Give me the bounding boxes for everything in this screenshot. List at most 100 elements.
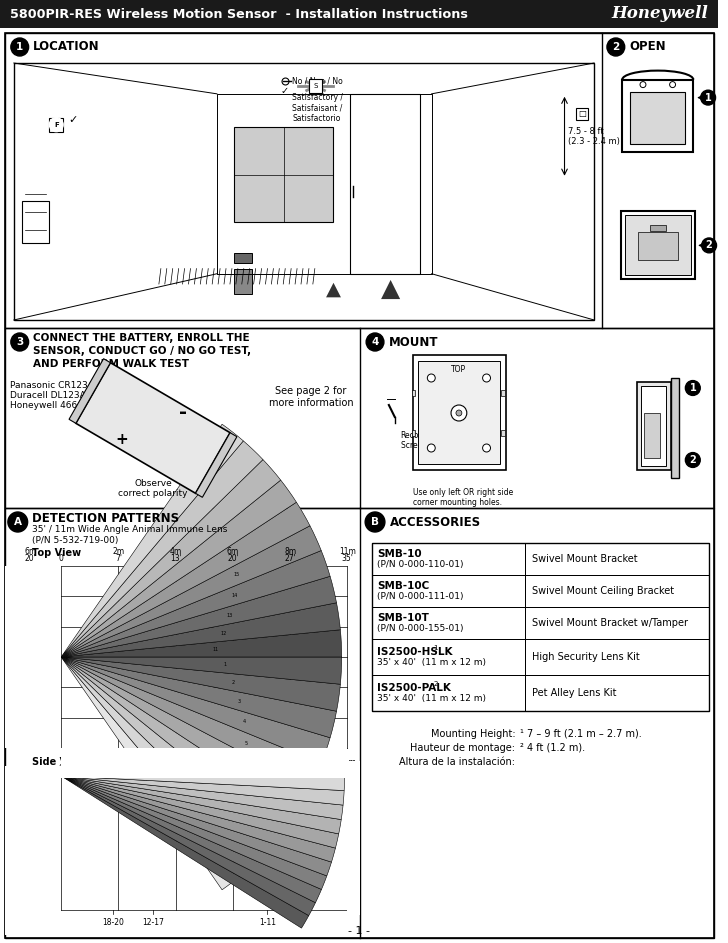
Text: 18-20: 18-20 <box>102 918 124 927</box>
Text: 13': 13' <box>170 554 181 563</box>
Wedge shape <box>61 503 310 657</box>
Text: 5800PIR-RES Wireless Motion Sensor  - Installation Instructions: 5800PIR-RES Wireless Motion Sensor - Ins… <box>10 8 468 21</box>
Wedge shape <box>61 776 327 889</box>
Wedge shape <box>61 526 321 657</box>
Text: 20': 20' <box>227 554 239 563</box>
Circle shape <box>366 333 384 351</box>
Circle shape <box>312 83 319 90</box>
Text: 0: 0 <box>53 905 58 915</box>
Text: Pet Alley Lens Kit: Pet Alley Lens Kit <box>532 688 617 698</box>
Text: 4: 4 <box>242 720 245 724</box>
Text: IS2500-PALK: IS2500-PALK <box>377 683 451 693</box>
Text: 2: 2 <box>433 681 438 687</box>
Circle shape <box>8 512 28 532</box>
Circle shape <box>456 410 462 416</box>
Text: 14: 14 <box>232 593 238 598</box>
Circle shape <box>483 444 491 452</box>
Circle shape <box>640 82 646 88</box>
Bar <box>502 430 505 436</box>
Bar <box>622 79 693 152</box>
Text: OPEN: OPEN <box>630 41 666 54</box>
Wedge shape <box>61 657 243 890</box>
Wedge shape <box>61 441 263 657</box>
Wedge shape <box>61 657 336 737</box>
Text: Use only left OR right side
corner mounting holes.: Use only left OR right side corner mount… <box>413 488 513 507</box>
Wedge shape <box>61 657 330 764</box>
Text: S: S <box>313 83 317 90</box>
Bar <box>14 63 594 320</box>
Bar <box>525 543 708 575</box>
Bar <box>411 390 416 396</box>
Text: 13': 13' <box>47 604 58 613</box>
Bar <box>625 215 692 275</box>
Text: 1: 1 <box>433 645 438 651</box>
Text: ✓: ✓ <box>68 114 78 124</box>
Wedge shape <box>61 603 341 657</box>
Bar <box>644 413 660 458</box>
Bar <box>621 211 695 279</box>
Bar <box>309 79 323 93</box>
Text: -: - <box>178 404 186 422</box>
Circle shape <box>50 118 63 132</box>
Bar <box>61 748 347 778</box>
Text: 13: 13 <box>227 613 233 618</box>
Text: 7'6": 7'6" <box>43 771 58 781</box>
Wedge shape <box>61 776 309 928</box>
Text: SENSOR, CONDUCT GO / NO GO TEST,: SENSOR, CONDUCT GO / NO GO TEST, <box>33 346 250 356</box>
Text: Swivel Mount Ceiling Bracket: Swivel Mount Ceiling Bracket <box>532 586 674 596</box>
Wedge shape <box>61 657 321 788</box>
Text: A: A <box>14 517 22 527</box>
Circle shape <box>365 512 385 532</box>
Text: Panasonic CR123A /
Duracell DL123A /
Honeywell 466: Panasonic CR123A / Duracell DL123A / Hon… <box>10 380 100 410</box>
Wedge shape <box>61 657 281 854</box>
Text: ACCESSORIES: ACCESSORIES <box>389 516 481 528</box>
Text: 12-17: 12-17 <box>142 918 164 927</box>
Bar <box>502 390 505 396</box>
Circle shape <box>607 38 625 56</box>
Text: 4: 4 <box>371 337 379 347</box>
Text: Observe
correct polarity: Observe correct polarity <box>118 479 188 498</box>
Text: ✓: ✓ <box>280 86 288 96</box>
Text: 7': 7' <box>51 635 58 643</box>
Text: Side View: Side View <box>31 757 86 767</box>
Text: B: B <box>371 517 379 527</box>
Text: Swivel Mount Bracket w/Tamper: Swivel Mount Bracket w/Tamper <box>532 618 688 628</box>
Wedge shape <box>61 776 341 834</box>
Text: 7.5 - 8 ft
(2.3 - 2.4 m): 7.5 - 8 ft (2.3 - 2.4 m) <box>569 126 620 146</box>
Text: 6m: 6m <box>46 580 58 588</box>
Text: 3: 3 <box>16 337 23 347</box>
Wedge shape <box>61 576 336 657</box>
Polygon shape <box>69 358 111 423</box>
Circle shape <box>483 374 491 382</box>
Circle shape <box>11 333 28 351</box>
Text: 15: 15 <box>234 572 240 577</box>
Bar <box>372 543 525 575</box>
Text: SMB-10: SMB-10 <box>377 549 422 559</box>
Bar <box>5 328 713 508</box>
Text: ▲: ▲ <box>381 277 400 301</box>
Text: 20': 20' <box>47 725 58 735</box>
Bar <box>411 430 416 436</box>
Bar <box>638 232 678 260</box>
Wedge shape <box>61 657 296 834</box>
Wedge shape <box>61 776 315 916</box>
Circle shape <box>427 374 435 382</box>
Wedge shape <box>61 480 296 657</box>
Text: Top View: Top View <box>31 548 81 558</box>
Wedge shape <box>61 551 330 657</box>
Text: IS2500-HSLK: IS2500-HSLK <box>377 647 453 657</box>
Bar <box>525 607 708 639</box>
Wedge shape <box>61 424 243 657</box>
Wedge shape <box>61 657 263 873</box>
Bar <box>372 543 708 711</box>
Text: 27': 27' <box>284 764 296 773</box>
Bar <box>630 91 686 143</box>
Text: 2: 2 <box>689 455 696 465</box>
Bar <box>5 566 61 748</box>
Text: 4m: 4m <box>46 701 58 710</box>
Text: 2m: 2m <box>112 547 124 556</box>
Bar <box>372 575 525 607</box>
Bar <box>525 639 708 675</box>
Text: 20': 20' <box>25 554 36 563</box>
Text: 4m: 4m <box>170 547 182 556</box>
